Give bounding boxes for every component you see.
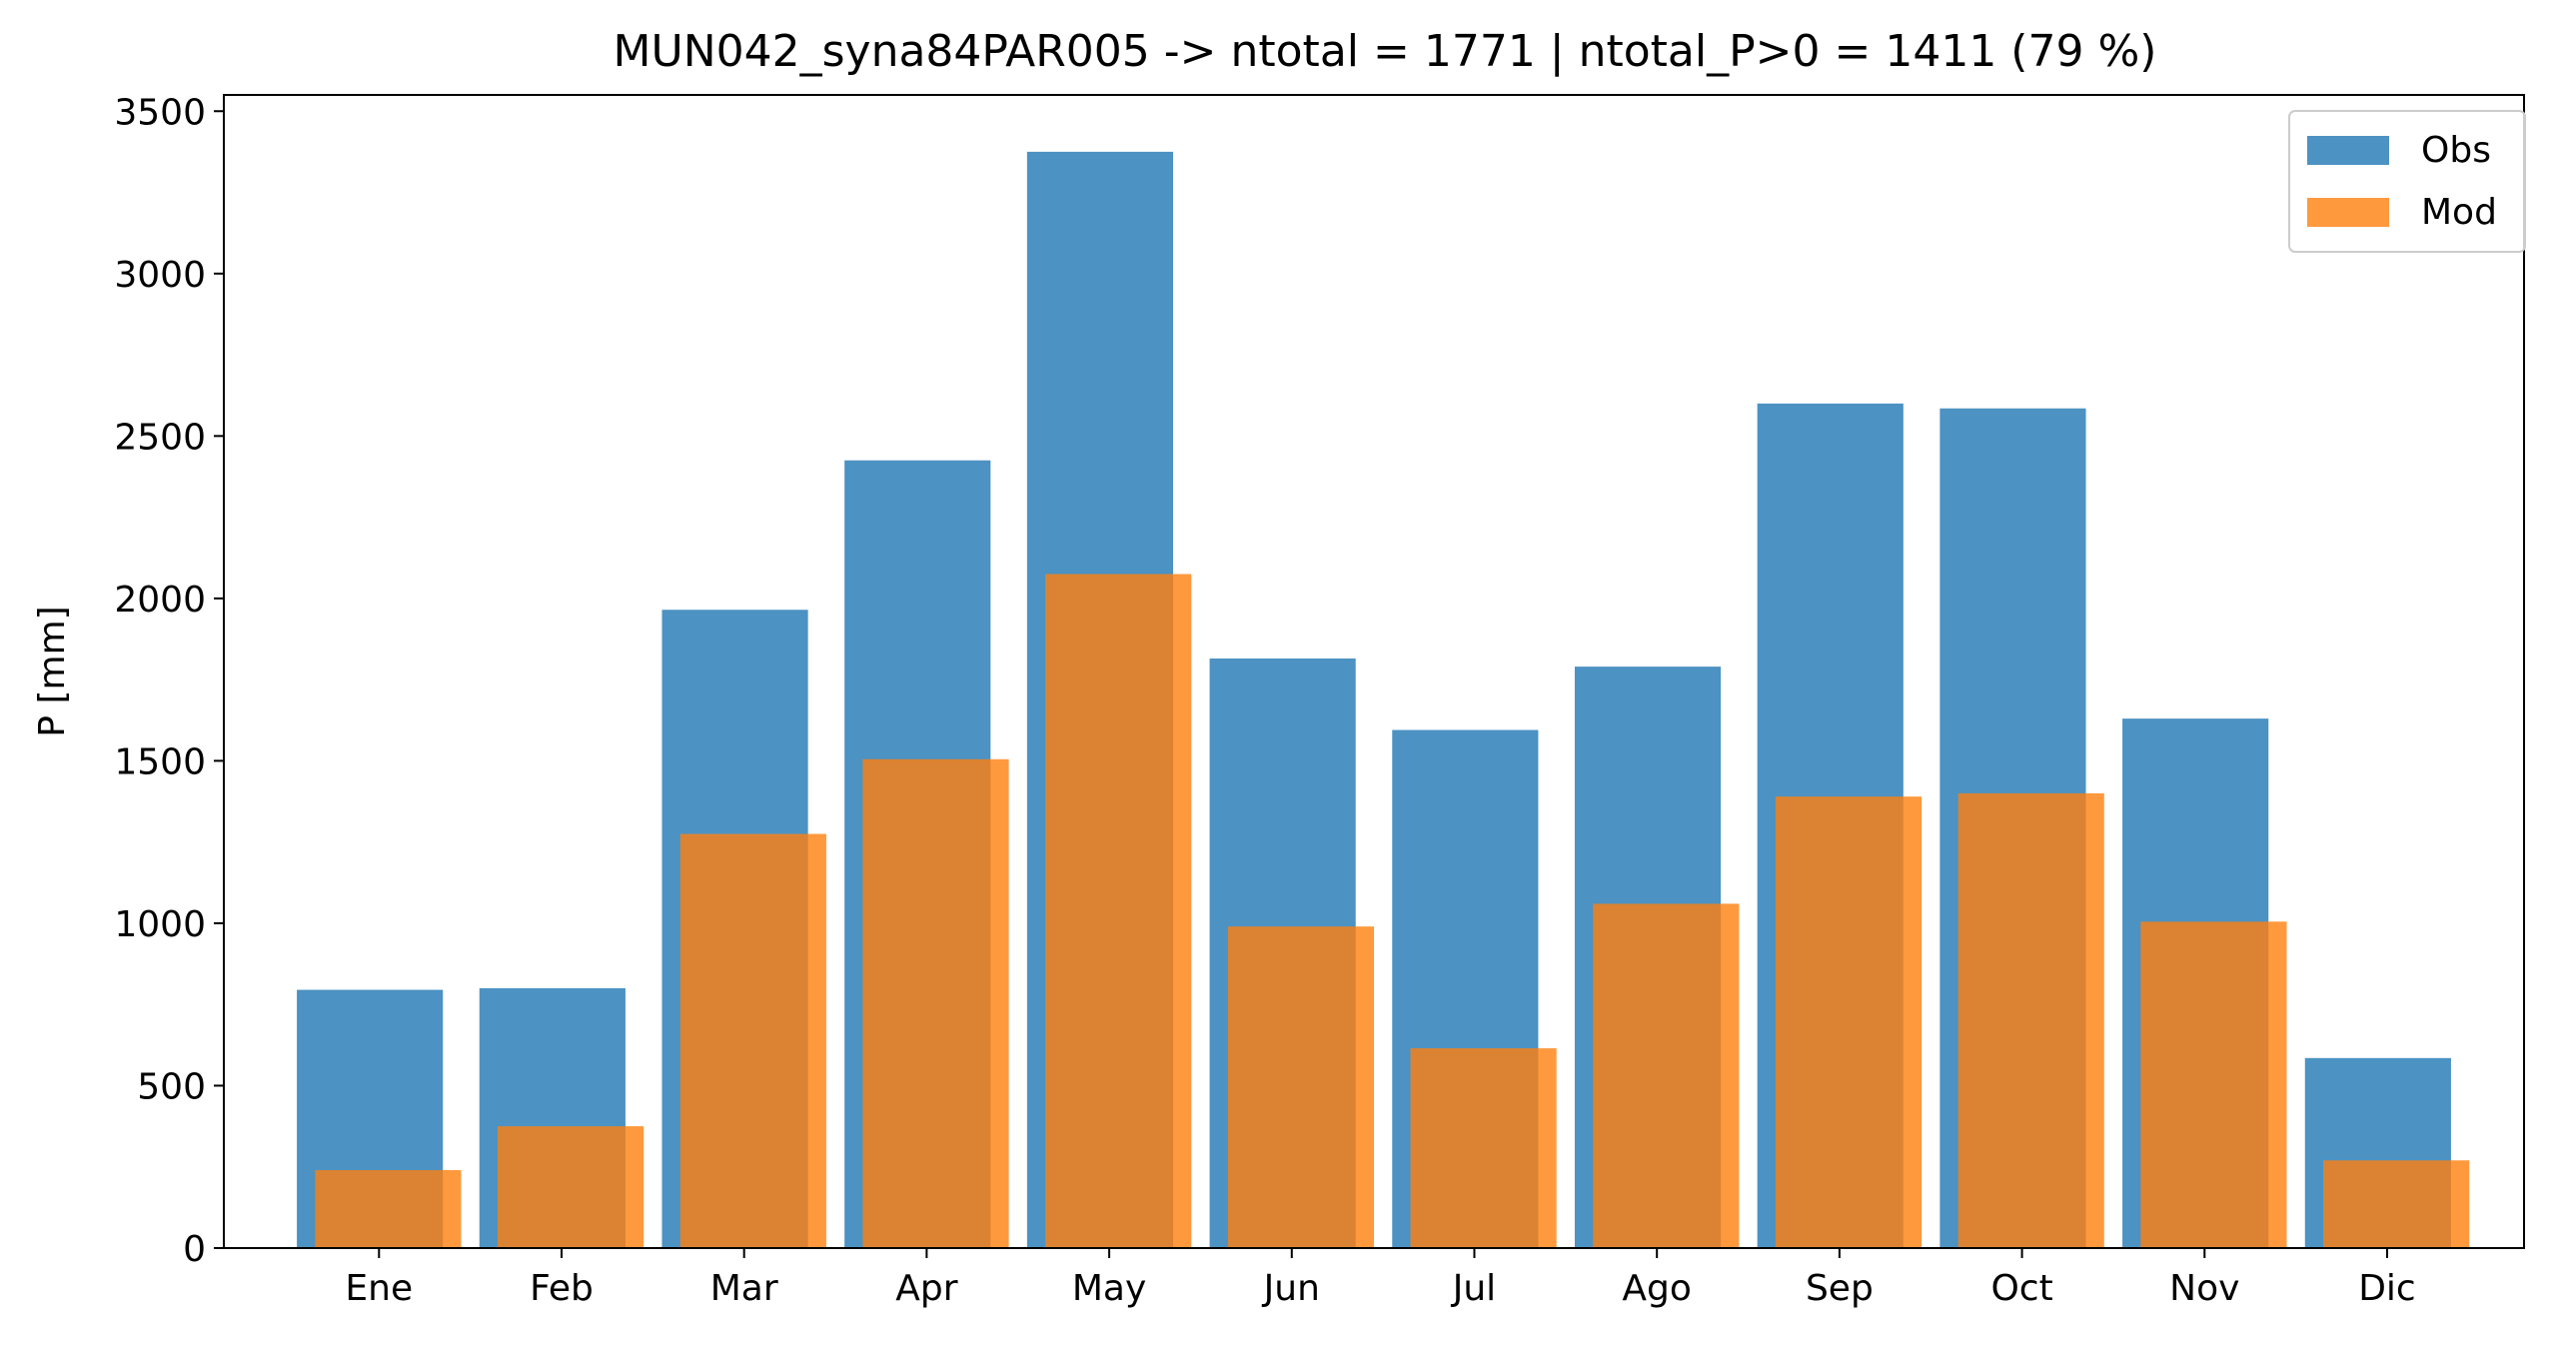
y-axis-label: P [mm] <box>32 606 73 736</box>
bar-mod-apr <box>862 758 1009 1248</box>
y-tick-label: 1000 <box>114 904 206 945</box>
bar-mod-jun <box>1227 926 1374 1248</box>
x-tick-label: Mar <box>710 1268 778 1309</box>
bar-mod-feb <box>498 1126 644 1248</box>
x-tick-label: Ene <box>345 1268 413 1309</box>
bar-mod-nov <box>2140 921 2287 1248</box>
x-tick-label: Jul <box>1451 1268 1496 1309</box>
legend-label-mod: Mod <box>2421 192 2497 233</box>
bar-mod-ene <box>315 1169 462 1248</box>
y-tick-label: 0 <box>183 1229 206 1270</box>
bar-mod-dic <box>2323 1160 2470 1248</box>
legend-swatch-mod <box>2307 198 2389 227</box>
x-tick-label: Oct <box>1990 1268 2052 1309</box>
y-tick-label: 3000 <box>114 255 206 296</box>
x-tick-label: Sep <box>1806 1268 1874 1309</box>
axes-group: 0 500 1000 1500 2000 2500 3000 3500 Ene Feb Mar Apr… <box>114 92 2525 1309</box>
x-tick-label: Nov <box>2169 1268 2239 1309</box>
chart-title: MUN042_syna84PAR005 -> ntotal = 1771 | n… <box>614 26 2157 77</box>
y-tick-label: 2000 <box>114 580 206 621</box>
bar-mod-mar <box>679 833 826 1248</box>
x-tick-label: Ago <box>1622 1268 1692 1309</box>
legend-swatch-obs <box>2307 136 2389 165</box>
bar-mod-ago <box>1593 903 1740 1248</box>
x-tick-label: Dic <box>2358 1268 2416 1309</box>
bars-group <box>297 151 2470 1248</box>
y-tick-label: 3500 <box>114 92 206 133</box>
bar-mod-oct <box>1957 792 2104 1248</box>
bar-mod-sep <box>1775 796 1923 1248</box>
x-tick-label: Feb <box>530 1268 594 1309</box>
legend: Obs Mod <box>2288 110 2526 253</box>
bar-mod-may <box>1045 574 1192 1248</box>
y-tick-label: 500 <box>137 1066 206 1107</box>
plot-frame <box>223 94 2525 1249</box>
bar-mod-jul <box>1410 1048 1557 1248</box>
x-tick-label: Jun <box>1262 1268 1320 1309</box>
x-tick-label: Apr <box>895 1268 957 1309</box>
y-tick-label: 1500 <box>114 741 206 782</box>
x-tick-label: May <box>1072 1268 1146 1309</box>
y-tick-label: 2500 <box>114 417 206 458</box>
legend-label-obs: Obs <box>2421 130 2491 171</box>
